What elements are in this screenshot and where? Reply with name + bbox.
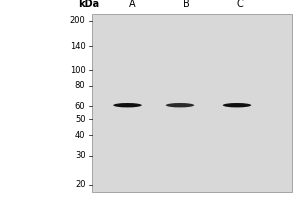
Text: C: C — [237, 0, 243, 9]
Text: 40: 40 — [75, 131, 86, 140]
Text: 60: 60 — [75, 102, 86, 111]
FancyBboxPatch shape — [92, 14, 292, 192]
Text: 20: 20 — [75, 180, 86, 189]
Text: 80: 80 — [75, 81, 86, 90]
Text: B: B — [183, 0, 189, 9]
Text: 100: 100 — [70, 66, 86, 75]
Text: kDa: kDa — [78, 0, 99, 9]
Ellipse shape — [113, 103, 142, 107]
Ellipse shape — [166, 103, 194, 107]
Ellipse shape — [223, 103, 251, 107]
Text: A: A — [129, 0, 135, 9]
Text: 200: 200 — [70, 16, 86, 25]
Text: 30: 30 — [75, 151, 86, 160]
Text: 140: 140 — [70, 42, 86, 51]
Text: 50: 50 — [75, 115, 86, 124]
